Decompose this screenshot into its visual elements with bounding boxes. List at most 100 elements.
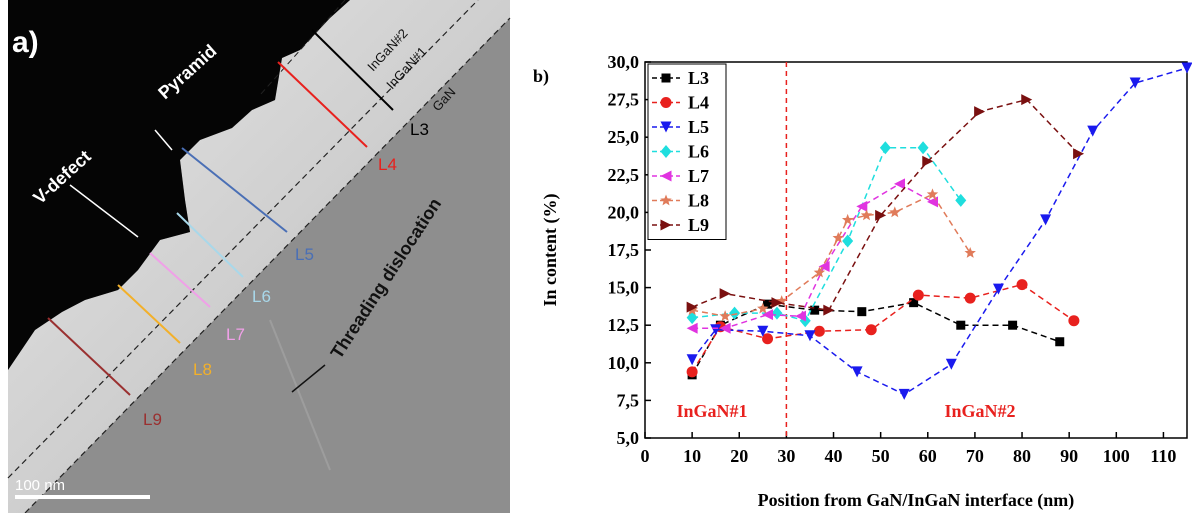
profile-label: L3 — [410, 120, 429, 139]
marker — [1087, 125, 1099, 137]
marker — [964, 247, 976, 258]
y-tick-label: 22,5 — [608, 165, 640, 185]
marker — [909, 298, 919, 308]
marker — [889, 206, 901, 218]
panel-a: a) Pyramid V-defect InGaN#2 InGaN#1 GaN … — [7, 0, 511, 513]
marker — [879, 141, 891, 155]
marker — [823, 304, 835, 316]
legend-marker — [660, 194, 672, 206]
arrow — [69, 184, 139, 238]
x-tick-label: 10 — [683, 446, 701, 466]
legend-label: L8 — [688, 191, 709, 211]
x-tick-label: 110 — [1150, 446, 1176, 466]
y-tick-label: 27,5 — [608, 90, 640, 110]
x-tick-label: 60 — [919, 446, 937, 466]
interface-line — [24, 17, 511, 513]
legend-marker — [661, 73, 671, 83]
marker — [762, 309, 774, 321]
legend-marker — [660, 219, 672, 231]
marker — [804, 330, 816, 342]
interface-line — [7, 0, 479, 479]
marker — [912, 289, 924, 301]
legend-marker — [660, 145, 672, 158]
marker — [922, 155, 934, 167]
marker — [898, 388, 910, 400]
marker — [894, 178, 906, 190]
marker — [686, 354, 698, 366]
profile-label: L4 — [378, 155, 397, 174]
marker — [857, 307, 867, 317]
dislocation — [269, 319, 331, 471]
marker — [719, 322, 731, 334]
series-line — [692, 182, 933, 329]
marker — [1008, 320, 1018, 330]
profile-label: L8 — [193, 360, 212, 379]
series-line — [691, 193, 971, 317]
marker — [945, 358, 957, 370]
marker — [719, 310, 731, 322]
profile-line — [117, 284, 181, 344]
marker — [865, 324, 877, 336]
x-tick-label: 0 — [641, 446, 650, 466]
marker — [719, 288, 731, 300]
x-tick-label: 70 — [966, 446, 984, 466]
marker — [992, 283, 1004, 295]
panel-b: b) 0 10 20 30 40 50 60 70 80 90 100 110 5,0 7,5 10,0 12,… — [533, 52, 1192, 511]
marker — [860, 209, 873, 221]
marker — [1068, 315, 1080, 327]
marker — [875, 209, 887, 221]
y-tick-label: 10,0 — [608, 353, 640, 373]
series-line — [691, 283, 1075, 373]
y-tick-label: 25,0 — [608, 127, 640, 147]
profile-label: L5 — [295, 245, 314, 264]
marker — [771, 306, 783, 320]
arrow — [154, 129, 173, 151]
marker — [1073, 148, 1085, 160]
arrow — [291, 364, 326, 393]
panel-label: a) — [12, 26, 39, 59]
series-line — [691, 67, 1188, 396]
legend-label: L4 — [688, 93, 709, 113]
marker — [810, 305, 820, 315]
marker — [710, 324, 722, 336]
series-line — [691, 98, 1080, 311]
legend-marker — [660, 121, 672, 133]
marker — [818, 261, 830, 273]
y-tick-label: 7,5 — [617, 390, 640, 410]
legend-label: L3 — [688, 68, 709, 88]
profile-line — [311, 29, 394, 111]
y-axis-label: In content (%) — [540, 194, 561, 307]
marker — [775, 295, 788, 306]
marker — [1055, 337, 1065, 347]
marker — [763, 299, 773, 309]
annotation: InGaN#2 — [944, 401, 1015, 421]
x-tick-label: 30 — [777, 446, 795, 466]
x-tick-label: 90 — [1060, 446, 1078, 466]
marker — [1016, 279, 1028, 291]
y-tick-label: 20,0 — [608, 202, 640, 222]
legend-box — [647, 63, 727, 240]
panel-label: b) — [533, 66, 549, 87]
marker — [1129, 77, 1141, 89]
layer-band — [8, 0, 510, 513]
marker — [813, 266, 826, 278]
marker — [729, 306, 741, 320]
marker — [974, 106, 986, 118]
legend-label: L5 — [688, 117, 709, 137]
scale-label: 100 nm — [15, 477, 65, 494]
y-tick-label: 12,5 — [608, 315, 640, 335]
legend-label: L7 — [688, 166, 709, 186]
marker — [771, 297, 783, 309]
marker — [926, 188, 939, 200]
marker — [964, 292, 976, 304]
marker — [832, 231, 844, 243]
marker — [842, 234, 854, 248]
profile-line — [277, 61, 368, 148]
marker — [686, 322, 698, 334]
x-axis-label: Position from GaN/InGaN interface (nm) — [758, 490, 1075, 511]
x-tick-label: 80 — [1013, 446, 1031, 466]
profile-line — [47, 317, 131, 396]
marker — [686, 301, 698, 313]
legend-label: L6 — [688, 142, 709, 162]
